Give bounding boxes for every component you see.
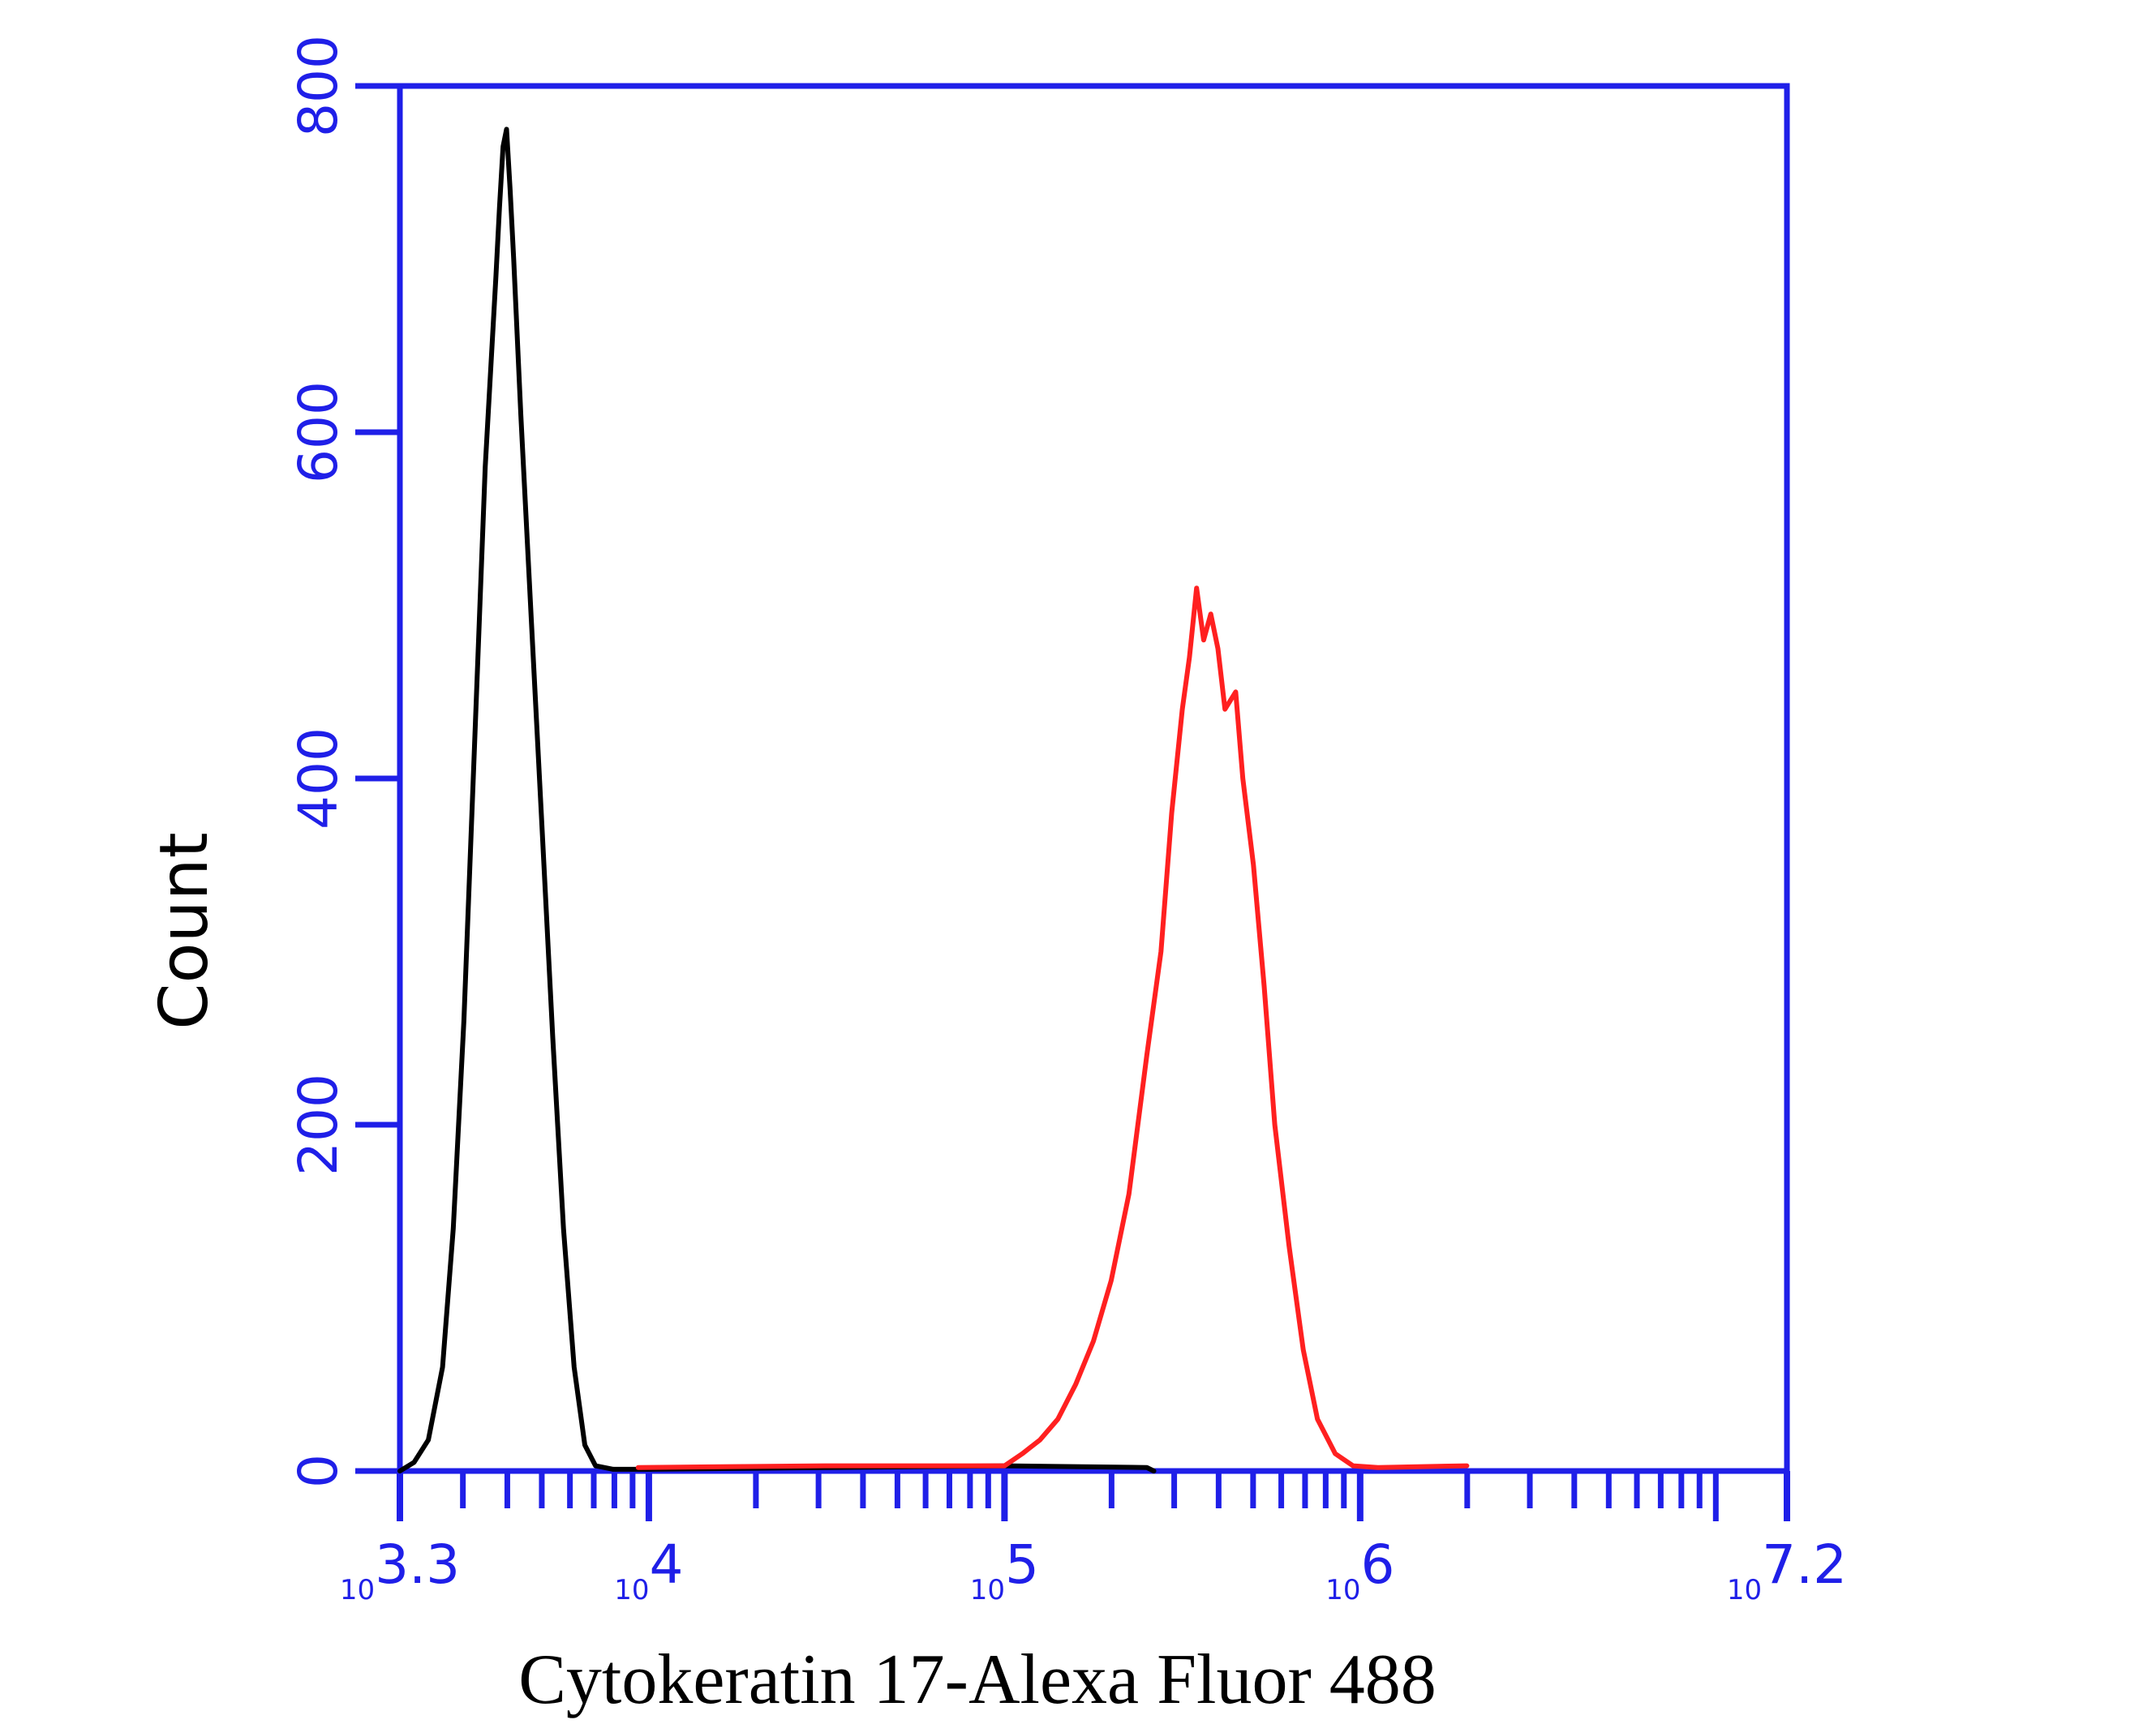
y-tick-label-4: 800 — [287, 35, 350, 137]
plot-frame — [397, 83, 1790, 1474]
y-tick-label-2: 400 — [287, 727, 350, 830]
x-tick-label-2: 105 — [970, 1533, 1039, 1606]
x-tick-label-3: 106 — [1325, 1533, 1394, 1606]
y-axis-label: Count — [146, 832, 223, 1030]
x-tick-label-4: 107.2 — [1727, 1533, 1847, 1606]
y-axis: 0 200 400 600 800 — [287, 35, 400, 1488]
y-tick-label-1: 200 — [287, 1074, 350, 1176]
x-tick-label-0: 103.3 — [340, 1533, 460, 1606]
series-line-0 — [397, 127, 1157, 1473]
y-tick-label-0: 0 — [287, 1454, 350, 1488]
x-axis-label: Cytokeratin 17-Alexa Fluor 488 — [518, 1640, 1437, 1719]
x-tick-label-1: 104 — [614, 1533, 683, 1606]
series-layer — [397, 127, 1470, 1473]
x-axis: 103.3 104 105 106 107.2 — [340, 1471, 1847, 1606]
series-line-1 — [635, 585, 1470, 1470]
y-tick-label-3: 600 — [287, 381, 350, 483]
